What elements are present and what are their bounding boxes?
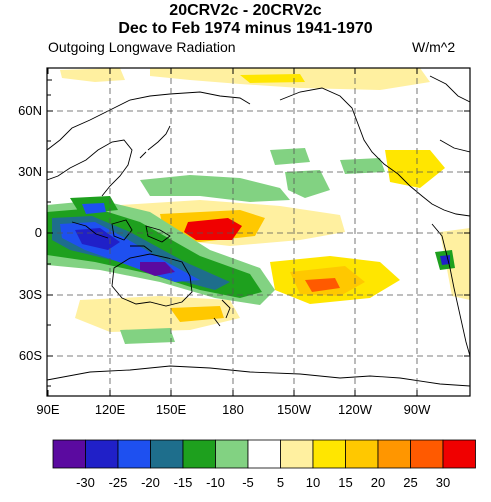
colorbar-tick-label: 30	[435, 475, 451, 490]
colorbar-box	[52, 439, 86, 469]
colorbar-box	[215, 439, 249, 469]
lon-label-120e: 120E	[94, 402, 126, 417]
anomaly-yellow-north-band-2	[60, 68, 125, 82]
colorbar-tick-label: 10	[305, 475, 321, 490]
colorbar-box	[150, 439, 184, 469]
anomaly-yellow-north-band-3	[240, 74, 305, 83]
coastlines	[47, 75, 470, 387]
colorbar-box	[345, 439, 379, 469]
anomaly-yellow-south-america	[440, 228, 470, 300]
lat-label-eq: 0	[34, 225, 42, 240]
colorbar-box	[182, 439, 216, 469]
australia	[111, 253, 193, 307]
colorbar-tick-label: 15	[338, 475, 353, 490]
anomaly-lightgreen-north-pacific	[140, 175, 290, 202]
plot-frame	[46, 67, 471, 397]
colorbar-box	[280, 439, 314, 469]
colorbar	[52, 439, 476, 469]
japan	[139, 125, 171, 159]
anomaly-purple-maritime	[140, 262, 175, 276]
north-america-coast	[279, 87, 470, 217]
colorbar-box	[117, 439, 151, 469]
anomaly-yellow-nw-america	[385, 150, 445, 188]
antarctica	[47, 365, 470, 387]
anomaly-lightgreen-south-ocean	[120, 328, 175, 344]
anomaly-yellow-south-ocean	[75, 296, 240, 332]
anomaly-red-southeast	[305, 278, 340, 292]
colorbar-tick-label: -25	[108, 475, 128, 490]
anomaly-blue-north-borneo	[82, 203, 106, 214]
colorbar-box	[85, 439, 119, 469]
colorbar-box	[410, 439, 444, 469]
lat-label-30n: 30N	[18, 164, 42, 179]
colorbar-tick-label: -15	[173, 475, 193, 490]
colorbar-tick-label: -5	[242, 475, 254, 490]
grid	[47, 68, 470, 396]
lon-label-90e: 90E	[36, 402, 60, 417]
lon-label-120w: 120W	[338, 402, 372, 417]
title-line2: Dec to Feb 1974 minus 1941-1970	[118, 20, 373, 37]
colorbar-box	[377, 439, 411, 469]
asia-coast	[47, 91, 251, 197]
lat-label-30s: 30S	[18, 287, 42, 302]
anomaly-field	[47, 68, 470, 396]
maritime-islands	[71, 219, 171, 253]
anomaly-lightgreen-central	[285, 170, 330, 198]
anomaly-lightgreen-north-60	[270, 148, 310, 165]
units-label: W/m^2	[412, 39, 456, 55]
subtitle: Outgoing Longwave Radiation	[48, 39, 236, 55]
colorbar-tick-label: 5	[276, 475, 285, 490]
anomaly-orange-south-ocean	[170, 306, 224, 322]
lon-label-150e: 150E	[155, 402, 187, 417]
lat-label-60s: 60S	[18, 348, 42, 363]
anomaly-red-core	[184, 218, 242, 240]
anomaly-lightgreen-america-north	[340, 158, 385, 174]
lon-label-180: 180	[222, 402, 244, 417]
title-line1: 20CRV2c - 20CRV2c	[169, 2, 322, 19]
new-zealand	[213, 299, 231, 327]
lon-label-90w: 90W	[403, 402, 431, 417]
lon-label-150w: 150W	[277, 402, 311, 417]
tick-marks	[47, 68, 470, 396]
anomaly-darkblue-maritime	[75, 228, 120, 250]
lat-label-60n: 60N	[18, 103, 42, 118]
south-america	[431, 223, 470, 357]
colorbar-box	[247, 439, 281, 469]
colorbar-box	[442, 439, 476, 469]
colorbar-tick-label: 20	[370, 475, 386, 490]
colorbar-tick-label: -10	[206, 475, 225, 490]
colorbar-tick-label: -20	[141, 475, 160, 490]
colorbar-box	[312, 439, 346, 469]
colorbar-tick-label: 25	[403, 475, 418, 490]
north-america-east	[429, 75, 470, 153]
colorbar-tick-label: -30	[76, 475, 95, 490]
